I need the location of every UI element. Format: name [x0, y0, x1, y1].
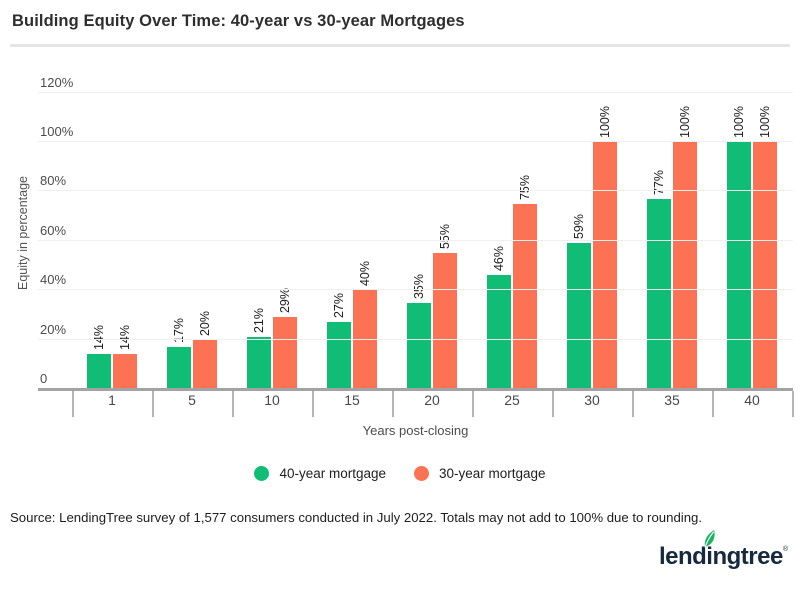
x-category-label: 30 — [584, 392, 600, 408]
x-axis-title: Years post-closing — [362, 423, 469, 438]
bar: 20% — [193, 311, 217, 389]
x-tick — [632, 391, 634, 417]
y-tick-label: 100% — [40, 124, 74, 139]
bar-value-label: 27% — [331, 293, 346, 319]
y-tick-label: 80% — [40, 173, 67, 189]
bar-value-label: 75% — [517, 174, 532, 200]
category-group: 35% 55% — [392, 83, 472, 389]
bar-value-label: 40% — [357, 261, 372, 287]
legend-dot-icon — [254, 466, 270, 481]
category-group: 21% 29% — [232, 83, 312, 389]
bar: 27% — [327, 293, 351, 389]
x-category-label: 20 — [424, 392, 440, 408]
x-tick — [472, 391, 474, 417]
gridline — [38, 91, 793, 93]
legend-dot-icon — [414, 466, 429, 481]
page-title: Building Equity Over Time: 40-year vs 30… — [12, 12, 465, 30]
bar: 46% — [487, 246, 511, 389]
gridline — [38, 239, 793, 241]
category-group: 46% 75% — [472, 83, 552, 389]
logo-registered-mark: ® — [782, 546, 788, 553]
x-category-label: 15 — [344, 392, 360, 408]
x-tick — [792, 391, 794, 417]
bar: 35% — [407, 274, 431, 389]
x-category-label: 10 — [264, 392, 280, 408]
x-tick — [392, 391, 394, 417]
lendingtree-logo: lendingtree® — [658, 530, 788, 574]
y-tick-label: 0 — [40, 371, 48, 386]
category-group: 14%14% — [72, 83, 152, 389]
category-group: 27% 40% — [312, 83, 392, 389]
bar: 100% — [593, 106, 617, 389]
x-axis-line — [38, 388, 793, 391]
legend-label: 30-year mortgage — [439, 466, 546, 481]
legend-label: 40-year mortgage — [279, 466, 386, 481]
x-tick — [312, 391, 314, 417]
logo-text: lendingtree — [658, 543, 783, 570]
x-tick — [232, 391, 234, 417]
bars-region: 14%14% 17% 20% 21% 29% 27% 40% 35% 55% 46% 75% 59% 1… — [72, 83, 792, 389]
bar-value-label: 100% — [597, 106, 612, 138]
category-group: 77% 100% — [632, 83, 712, 389]
bar: 21% — [247, 308, 271, 389]
gridline — [38, 190, 793, 192]
x-category-label: 1 — [108, 392, 116, 408]
plot-area: 14%14% 17% 20% 21% 29% 27% 40% 35% 55% 46% 75% 59% 1… — [38, 76, 793, 389]
legend-item: 30-year mortgage — [414, 466, 546, 481]
category-group: 59% 100% — [552, 83, 632, 389]
bar: 100% — [673, 106, 697, 389]
x-labels: 1 5 10 15 20 25 30 35 40 — [72, 392, 792, 408]
bar-value-label: 59% — [571, 214, 586, 240]
x-tick — [72, 391, 74, 417]
x-tick — [152, 391, 154, 417]
bar-value-label: 29% — [277, 288, 292, 314]
title-divider — [10, 44, 790, 47]
source-note: Source: LendingTree survey of 1,577 cons… — [10, 510, 703, 525]
gridline — [38, 141, 793, 142]
y-axis-title: Equity in percentage — [16, 176, 30, 290]
bar-value-label: 100% — [677, 106, 692, 138]
bar: 14% — [87, 325, 111, 389]
legend: 40-year mortgage 30-year mortgage — [0, 466, 800, 481]
bar-value-label: 21% — [251, 308, 266, 334]
y-tick-label: 20% — [40, 321, 67, 337]
bar: 75% — [513, 175, 537, 389]
bar: 59% — [567, 214, 591, 389]
bar: 77% — [647, 170, 671, 389]
bar: 29% — [273, 288, 297, 389]
x-category-label: 5 — [188, 392, 196, 408]
bar-value-label: 55% — [437, 224, 452, 250]
category-group: 17% 20% — [152, 83, 232, 389]
bar-value-label: 20% — [197, 310, 212, 336]
legend-item: 40-year mortgage — [254, 466, 386, 481]
bar-value-label: 100% — [757, 106, 772, 138]
y-tick-label: 40% — [40, 272, 67, 288]
gridline — [38, 289, 793, 291]
bar: 100% — [753, 106, 777, 389]
x-tick — [712, 391, 714, 417]
category-group: 100% 100% — [712, 83, 792, 389]
bar: 17% — [167, 318, 191, 389]
leaf-icon — [701, 529, 718, 553]
y-tick-label: 60% — [40, 222, 67, 238]
bar-value-label: 100% — [731, 106, 746, 138]
x-category-label: 40 — [744, 392, 760, 408]
bar: 100% — [727, 106, 751, 389]
x-category-label: 25 — [504, 392, 520, 408]
x-category-label: 35 — [664, 392, 680, 408]
x-tick — [552, 391, 554, 417]
y-tick-label: 120% — [40, 74, 74, 90]
bar-value-label: 46% — [491, 246, 506, 272]
x-ticks — [72, 391, 794, 417]
bar: 14% — [113, 325, 137, 389]
bar: 55% — [433, 224, 457, 389]
gridline — [38, 338, 793, 340]
bar-value-label: 35% — [411, 273, 426, 299]
